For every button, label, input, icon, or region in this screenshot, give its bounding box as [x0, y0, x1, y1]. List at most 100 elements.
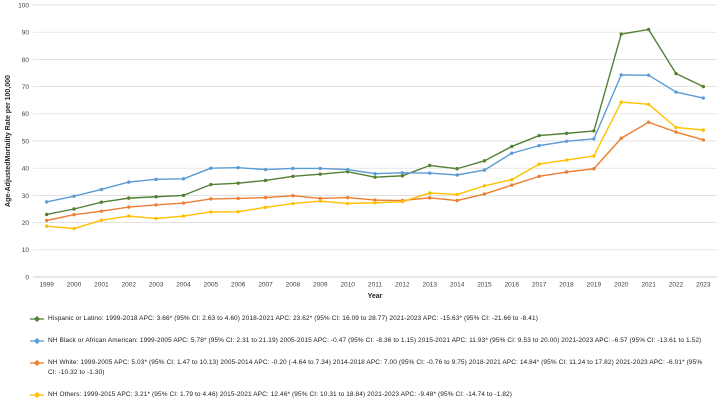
data-point-nh-white [373, 198, 377, 202]
data-point-hispanic-or-latino [127, 196, 131, 200]
data-point-nh-black-or-african-american [373, 171, 377, 176]
data-point-nh-black-or-african-american [674, 90, 678, 94]
data-point-nh-white [482, 192, 487, 196]
legend-key-marker [33, 391, 41, 399]
data-point-nh-white [428, 196, 432, 200]
x-tick-label: 2009 [313, 282, 328, 289]
data-point-hispanic-or-latino [510, 144, 514, 149]
data-point-nh-others [236, 210, 240, 214]
data-point-hispanic-or-latino [455, 167, 459, 171]
data-point-nh-white [345, 195, 350, 200]
x-tick-label: 2016 [505, 282, 520, 289]
x-tick-label: 2003 [149, 282, 164, 289]
data-point-hispanic-or-latino [263, 178, 268, 183]
x-tick-label: 2011 [368, 282, 382, 289]
x-tick-label: 2018 [559, 282, 574, 289]
y-tick-label: 60 [22, 111, 30, 118]
x-tick-label: 2019 [587, 282, 602, 289]
data-point-nh-white [510, 183, 514, 187]
x-tick-label: 1999 [39, 282, 54, 289]
x-tick-label: 2022 [669, 282, 684, 289]
legend-key-marker [33, 315, 41, 323]
y-tick-label: 70 [22, 84, 30, 91]
data-point-nh-white [209, 197, 213, 201]
data-point-hispanic-or-latino [537, 133, 541, 138]
y-tick-label: 100 [18, 2, 29, 9]
x-tick-label: 2013 [422, 282, 437, 289]
y-tick-label: 30 [22, 193, 30, 200]
legend-item-label: NH White: 1999-2005 APC: 5.03* (95% CI: … [48, 359, 703, 376]
data-point-nh-others [154, 216, 158, 221]
data-point-nh-white [318, 196, 322, 201]
data-point-nh-white [72, 213, 76, 217]
data-point-nh-others [592, 154, 596, 158]
data-point-nh-black-or-african-american [72, 194, 76, 198]
data-point-nh-black-or-african-american [318, 166, 322, 171]
y-tick-label: 40 [22, 166, 30, 173]
data-point-nh-others [263, 205, 268, 210]
data-point-hispanic-or-latino [619, 32, 623, 36]
x-tick-label: 2020 [614, 282, 629, 289]
data-point-hispanic-or-latino [318, 172, 322, 176]
x-tick-label: 2004 [176, 282, 191, 289]
x-tick-label: 2006 [231, 282, 246, 289]
data-point-nh-others [291, 201, 295, 206]
legend-item-nh-black-or-african-american: NH Black or African American: 1999-2005 … [30, 336, 712, 346]
data-point-hispanic-or-latino [72, 207, 76, 211]
data-point-nh-others [537, 162, 541, 166]
data-point-hispanic-or-latino [646, 27, 651, 32]
x-tick-label: 2012 [395, 282, 410, 289]
x-tick-label: 2000 [67, 282, 82, 289]
legend-item-nh-others: NH Others: 1999-2015 APC: 3.21* (95% CI:… [30, 390, 712, 400]
data-point-nh-black-or-african-american [592, 137, 596, 141]
series-line-nh-white [46, 121, 704, 222]
data-point-nh-black-or-african-american [127, 180, 131, 184]
data-point-nh-others [345, 201, 350, 206]
mortality-trend-chart: 0 10 20 30 40 50 60 70 80 90 100 1999 2000 2001 2002 20… [5, 2, 717, 300]
x-tick-label: 2014 [450, 282, 465, 289]
series-line-nh-others [46, 101, 704, 230]
data-point-nh-others [510, 177, 514, 182]
x-tick-label: 2007 [258, 282, 273, 289]
data-point-nh-black-or-african-american [701, 96, 706, 100]
legend-item-label: NH Black or African American: 1999-2005 … [48, 337, 702, 344]
legend-item-label: NH Others: 1999-2015 APC: 3.21* (95% CI:… [48, 391, 513, 398]
data-point-nh-others [674, 125, 678, 130]
legend-item-label: Hispanic or Latino: 1999-2018 APC: 3.66*… [48, 315, 538, 322]
data-point-nh-black-or-african-american [428, 171, 432, 175]
y-tick-label: 20 [22, 220, 30, 227]
data-point-nh-others [99, 218, 104, 222]
data-point-nh-black-or-african-american [619, 73, 623, 77]
data-point-nh-white [564, 170, 569, 174]
data-point-hispanic-or-latino [400, 174, 405, 178]
data-point-nh-others [44, 224, 49, 228]
data-point-nh-black-or-african-american [537, 143, 541, 148]
data-point-nh-others [564, 158, 569, 162]
data-point-nh-white [44, 218, 49, 223]
series-line-hispanic-or-latino [46, 28, 704, 216]
legend-item-hispanic-or-latino: Hispanic or Latino: 1999-2018 APC: 3.66*… [30, 314, 712, 324]
data-point-nh-others [701, 128, 706, 132]
data-point-nh-white [537, 174, 541, 179]
chart-legend: Hispanic or Latino: 1999-2018 APC: 3.66*… [30, 314, 712, 400]
data-point-hispanic-or-latino [674, 71, 678, 76]
y-axis-title: Age-AdjustedMortality Rate per 100,000 [5, 75, 12, 207]
data-point-nh-black-or-african-american [44, 200, 49, 204]
legend-key-marker [33, 359, 41, 367]
data-point-nh-black-or-african-american [154, 177, 158, 182]
line-marker-icon [30, 359, 44, 367]
data-point-nh-white [263, 195, 268, 200]
data-point-nh-black-or-african-american [482, 168, 487, 172]
data-point-nh-others [428, 191, 432, 195]
y-tick-label: 0 [25, 274, 29, 281]
x-tick-label: 2010 [340, 282, 355, 289]
data-point-nh-others [373, 201, 377, 205]
data-point-nh-black-or-african-american [345, 167, 350, 172]
data-point-nh-white [154, 203, 158, 207]
data-point-nh-white [646, 120, 651, 124]
y-tick-label: 50 [22, 138, 30, 145]
x-tick-label: 2021 [641, 282, 656, 289]
x-tick-label: 2023 [696, 282, 711, 289]
data-point-nh-black-or-african-american [99, 187, 104, 192]
